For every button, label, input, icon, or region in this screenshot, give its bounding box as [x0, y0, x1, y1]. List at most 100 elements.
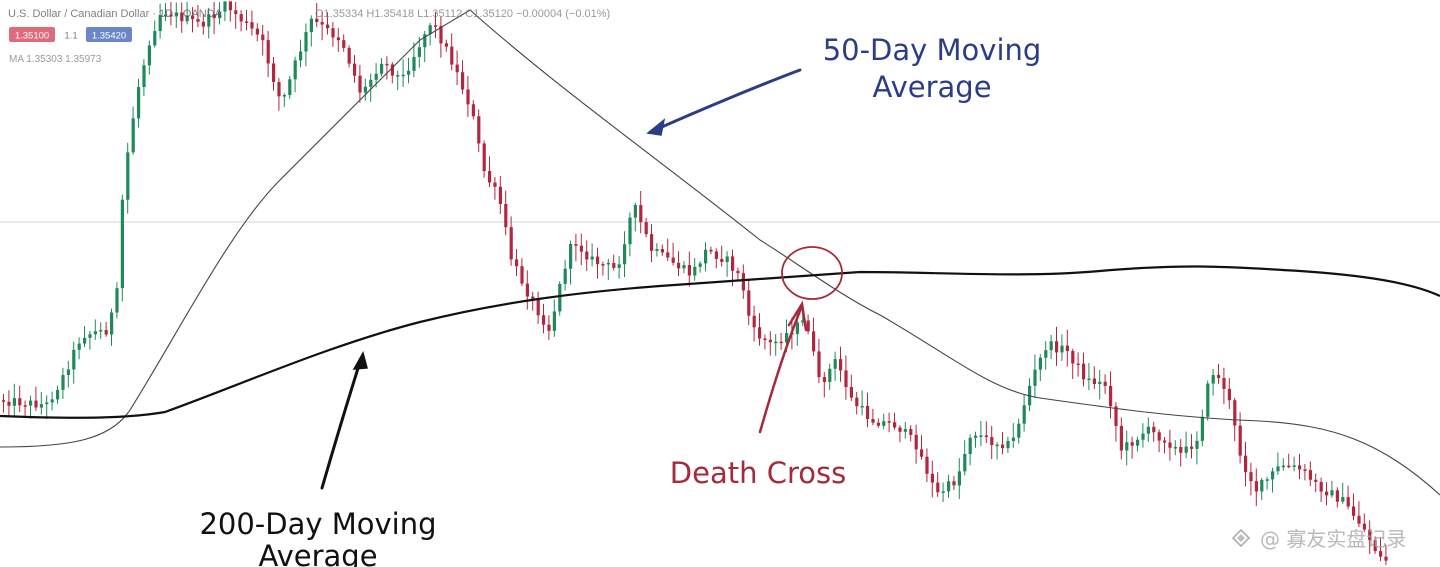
candle-body: [1125, 442, 1129, 451]
candle-body: [957, 471, 961, 486]
candle-body: [898, 427, 902, 432]
candle-body: [633, 205, 637, 218]
sell-price-box[interactable]: [9, 27, 55, 42]
candle-body: [1287, 465, 1291, 468]
candle-body: [536, 299, 540, 316]
candle-body: [255, 28, 259, 35]
candle-body: [795, 322, 799, 334]
candle-body: [326, 24, 330, 29]
candle-body: [736, 270, 740, 274]
candle-body: [104, 329, 108, 335]
candle-body: [18, 398, 22, 406]
candle-body: [1373, 540, 1377, 552]
candle-body: [612, 262, 616, 268]
candle-body: [984, 435, 988, 438]
candle-body: [1341, 497, 1345, 502]
ma50-label-line1: 50-Day Moving: [823, 33, 1042, 67]
candle-body: [1060, 345, 1064, 353]
candle-body: [1071, 351, 1075, 364]
candle-body: [218, 11, 222, 19]
candle-body: [839, 359, 843, 371]
candle-body: [1206, 383, 1210, 417]
candle-body: [245, 21, 249, 23]
candle-body: [655, 249, 659, 251]
candle-body: [1260, 479, 1264, 492]
candle-body: [428, 25, 432, 35]
candle-body: [342, 40, 346, 48]
candle-body: [1011, 437, 1015, 441]
candle-body: [7, 401, 11, 406]
candle-body: [1022, 405, 1026, 424]
candle-body: [293, 60, 297, 80]
candle-body: [763, 338, 767, 341]
candle-body: [185, 15, 189, 22]
candle-body: [461, 72, 465, 90]
candle-body: [120, 199, 124, 289]
candle-body: [207, 14, 211, 27]
buy-price-box[interactable]: [86, 27, 132, 42]
death-cross-label: Death Cross: [670, 456, 846, 490]
candle-body: [1179, 447, 1183, 453]
candle-body: [1362, 523, 1366, 530]
candle-body: [434, 25, 438, 27]
candle-body: [363, 86, 367, 93]
candle-body: [693, 266, 697, 276]
candle-body: [396, 74, 400, 77]
candle-body: [552, 311, 556, 331]
ma200-line: [0, 265, 1440, 419]
candle-body: [709, 249, 713, 252]
candle-body: [525, 283, 529, 297]
death-cross-arrow-shaft: [758, 304, 804, 434]
candle-body: [920, 449, 924, 457]
candle-body: [779, 341, 783, 344]
candle-body: [380, 63, 384, 74]
candle-body: [1033, 369, 1037, 386]
candle-body: [180, 12, 184, 22]
candle-body: [466, 89, 470, 105]
candle-body: [1281, 465, 1285, 468]
candle-body: [23, 405, 27, 407]
candle-body: [666, 252, 670, 258]
candle-body: [1146, 426, 1150, 434]
candle-body: [1249, 472, 1253, 482]
candle-body: [558, 283, 562, 312]
candle-body: [12, 398, 16, 406]
candle-body: [812, 331, 816, 352]
candle-body: [423, 34, 427, 48]
candle-body: [1308, 470, 1312, 480]
candle-body: [34, 400, 38, 408]
candle-body: [1346, 497, 1350, 507]
candle-body: [1335, 490, 1339, 502]
candle-body: [660, 249, 664, 253]
candle-body: [671, 257, 675, 263]
ma200-label-line2: Average: [258, 539, 377, 567]
candle-body: [131, 118, 135, 153]
candle-body: [385, 63, 389, 66]
candle-body: [644, 222, 648, 235]
candle-body: [1038, 357, 1042, 370]
watermark-text: @ 寡友实盘记录: [1260, 527, 1406, 551]
candle-body: [477, 116, 481, 144]
candle-body: [1276, 466, 1280, 472]
candle-body: [358, 75, 362, 93]
candle-body: [201, 21, 205, 27]
candle-body: [1136, 439, 1140, 446]
candle-body: [855, 397, 859, 407]
candle-body: [110, 312, 114, 335]
candle-body: [439, 25, 443, 44]
candle-body: [1357, 515, 1361, 524]
candle-body: [974, 435, 978, 438]
candle-body: [153, 31, 157, 46]
candle-body: [1200, 416, 1204, 441]
candle-body: [542, 315, 546, 325]
candle-body: [714, 251, 718, 259]
candle-body: [531, 296, 535, 300]
candle-body: [801, 320, 805, 323]
candle-body: [266, 40, 270, 64]
candle-body: [725, 256, 729, 262]
candle-body: [488, 171, 492, 183]
candle-body: [1076, 363, 1080, 366]
candle-body: [822, 377, 826, 382]
candle-body: [1303, 469, 1307, 472]
